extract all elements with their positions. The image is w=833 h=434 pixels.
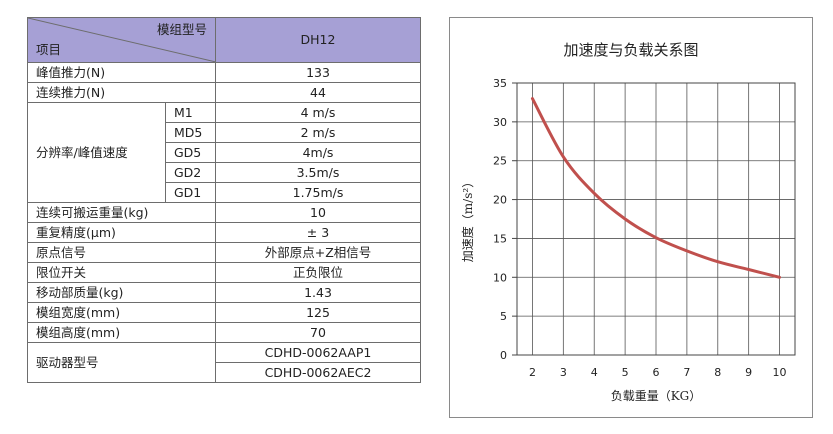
row-label: 连续可搬运重量(kg) <box>27 202 216 223</box>
row-label: 连续推力(N) <box>27 82 216 103</box>
row-value: CDHD-0062AEC2 <box>215 362 421 383</box>
x-tick-label: 10 <box>773 366 787 379</box>
row-sublabel: GD2 <box>165 162 216 183</box>
row-label: 模组高度(mm) <box>27 322 216 343</box>
row-value: 4m/s <box>215 142 421 163</box>
header-model-value: DH12 <box>215 17 421 63</box>
row-value: CDHD-0062AAP1 <box>215 342 421 363</box>
table-row: GD2 3.5m/s <box>28 162 421 183</box>
x-tick-label: 6 <box>653 366 660 379</box>
plot-frame <box>516 82 796 356</box>
row-value: ± 3 <box>215 222 421 243</box>
table-row: 模组宽度(mm) 125 <box>27 302 421 323</box>
row-value: 44 <box>215 82 421 103</box>
header-item-label: 项目 <box>36 42 62 57</box>
row-value: 1.75m/s <box>215 182 421 203</box>
table-row: GD1 1.75m/s <box>28 182 421 203</box>
table-row: 峰值推力(N) 133 <box>27 62 421 83</box>
y-tick-label: 0 <box>500 349 507 362</box>
row-label: 重复精度(μm) <box>27 222 216 243</box>
chart-xlabel: 负载重量（KG） <box>611 389 702 403</box>
table-row: 重复精度(μm) ± 3 <box>27 222 421 243</box>
row-label: 限位开关 <box>27 262 216 283</box>
row-value: 133 <box>215 62 421 83</box>
table-row: 驱动器型号 CDHD-0062AAP1 <box>27 342 421 383</box>
y-tick-label: 15 <box>493 232 507 245</box>
series-line <box>530 97 782 279</box>
row-value: 3.5m/s <box>215 162 421 183</box>
table-row: 限位开关 正负限位 <box>27 262 421 283</box>
x-tick-label: 5 <box>622 366 629 379</box>
table-row: MD5 2 m/s <box>28 122 421 143</box>
header-diagonal-line <box>28 18 216 62</box>
header-model-label: 模组型号 <box>156 22 207 37</box>
row-sublabel: GD5 <box>165 142 216 163</box>
x-tick-label: 2 <box>529 366 536 379</box>
row-label: 模组宽度(mm) <box>27 302 216 323</box>
table-row: 模组高度(mm) 70 <box>27 322 421 343</box>
table-header-row: 模组型号 项目 DH12 <box>27 17 421 63</box>
chart-ylabel: 加速度（m/s²） <box>460 176 475 262</box>
x-tick-label: 9 <box>745 366 752 379</box>
x-tick-label: 8 <box>714 366 721 379</box>
chart-panel: 加速度与负载关系图 2 3 4 5 6 7 8 9 10 0 5 10 15 20 25 30 35 负载重量（… <box>449 17 813 418</box>
row-value: 70 <box>215 322 421 343</box>
y-tick-label: 10 <box>493 271 507 284</box>
row-value: 4 m/s <box>215 102 421 123</box>
chart-series <box>530 97 782 279</box>
y-tick-label: 30 <box>493 116 507 129</box>
table-row: 分辨率/峰值速度 M1 4 m/s <box>27 102 421 203</box>
chart-title: 加速度与负载关系图 <box>563 41 698 59</box>
x-tick-label: 7 <box>683 366 690 379</box>
chart-ticks: 2 3 4 5 6 7 8 9 10 0 5 10 15 20 25 30 35 <box>493 77 787 379</box>
row-value: 正负限位 <box>215 262 421 283</box>
header-diagonal-cell: 模组型号 项目 <box>27 17 216 63</box>
row-sublabel: MD5 <box>165 122 216 143</box>
spec-table: 模组型号 项目 DH12 峰值推力(N) 133 连续推力(N) 44 分辨率/… <box>27 17 421 383</box>
row-label: 原点信号 <box>27 242 216 263</box>
row-value: 10 <box>215 202 421 223</box>
row-sublabel: GD1 <box>165 182 216 203</box>
row-value: 1.43 <box>215 282 421 303</box>
y-tick-label: 25 <box>493 155 507 168</box>
y-tick-label: 5 <box>500 310 507 323</box>
table-row: CDHD-0062AEC2 <box>28 362 421 383</box>
row-sublabel: M1 <box>165 102 216 123</box>
x-tick-label: 3 <box>560 366 567 379</box>
table-row: 连续推力(N) 44 <box>27 82 421 103</box>
row-value: 外部原点+Z相信号 <box>215 242 421 263</box>
chart-grid <box>517 82 795 356</box>
table-row: 原点信号 外部原点+Z相信号 <box>27 242 421 263</box>
chart-svg: 加速度与负载关系图 2 3 4 5 6 7 8 9 10 0 5 10 15 20 25 30 35 负载重量（… <box>460 41 796 403</box>
table-row: 移动部质量(kg) 1.43 <box>27 282 421 303</box>
row-label: 移动部质量(kg) <box>27 282 216 303</box>
row-label: 驱动器型号 <box>27 342 216 383</box>
table-row: 连续可搬运重量(kg) 10 <box>27 202 421 223</box>
row-value: 125 <box>215 302 421 323</box>
x-tick-label: 4 <box>591 366 598 379</box>
row-value: 2 m/s <box>215 122 421 143</box>
y-tick-label: 35 <box>493 77 507 90</box>
row-label: 分辨率/峰值速度 <box>27 102 166 203</box>
y-tick-label: 20 <box>493 194 507 207</box>
row-label: 峰值推力(N) <box>27 62 216 83</box>
